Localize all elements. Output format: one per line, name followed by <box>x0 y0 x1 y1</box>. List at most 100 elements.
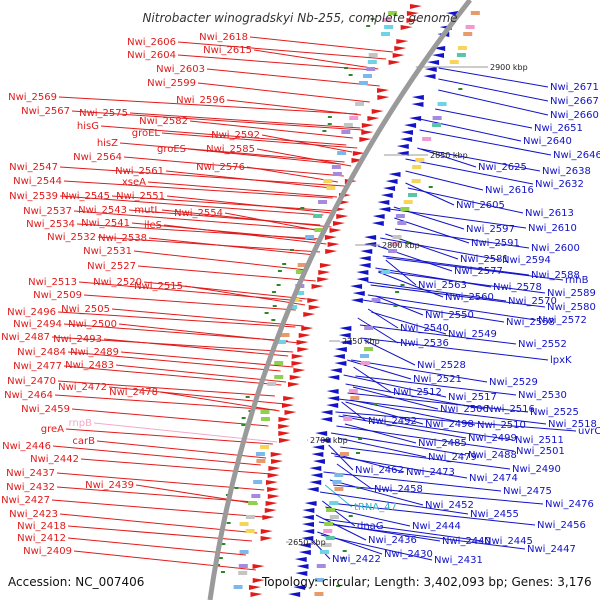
gene-label: Nwi_2671 <box>550 82 599 93</box>
gene-label: Nwi_2580 <box>547 302 596 313</box>
gene-label: xseA <box>122 177 146 188</box>
reverse-gene-arrow <box>320 417 333 422</box>
leader-line <box>119 142 345 163</box>
leader-line <box>73 210 323 231</box>
gene-label: hisZ <box>97 138 118 149</box>
leader-line <box>360 337 549 361</box>
gene-label: Nwi_2432 <box>6 482 55 493</box>
gene-label: Nwi_2445 <box>484 536 533 547</box>
leader-line <box>438 67 549 88</box>
gene-label: Nwi_2543 <box>78 205 127 216</box>
cog-block <box>400 207 410 211</box>
cog-block <box>245 529 255 533</box>
cog-block <box>267 382 277 386</box>
gene-label: Nwi_2541 <box>81 218 130 229</box>
cog-block <box>470 11 480 15</box>
reverse-gene-arrow <box>320 410 333 415</box>
forward-gene-arrow <box>371 109 384 114</box>
forward-gene-arrow <box>332 221 345 226</box>
cog-block <box>326 508 336 512</box>
gene-label: Nwi_2418 <box>17 521 66 532</box>
leader-line <box>324 484 353 508</box>
forward-gene-arrow <box>307 298 320 303</box>
cog-block <box>274 375 284 379</box>
forward-gene-arrow <box>352 151 365 156</box>
cog-block <box>390 242 400 246</box>
gene-label: Nwi_2563 <box>418 280 467 291</box>
gene-label: Nwi_2532 <box>47 232 96 243</box>
reverse-gene-arrow <box>315 431 328 436</box>
gene-label: Nwi_2558 <box>506 317 555 328</box>
cog-block <box>456 53 466 57</box>
leader-line <box>189 120 353 139</box>
cog-block <box>364 347 374 351</box>
leader-line <box>56 486 255 503</box>
leader-line <box>63 180 333 199</box>
leader-line <box>147 181 338 198</box>
gc-mark <box>322 130 327 132</box>
leader-line <box>342 414 514 441</box>
gene-label: Nwi_2534 <box>26 219 75 230</box>
forward-gene-arrow <box>318 270 331 275</box>
gene-label: Nwi_2581 <box>460 254 509 265</box>
gene-label: Nwi_2458 <box>374 484 423 495</box>
gene-label: Nwi_2638 <box>542 166 591 177</box>
forward-gene-arrow <box>361 123 374 128</box>
cog-block <box>276 340 286 344</box>
gc-mark <box>366 25 371 27</box>
gene-label: Nwi_2520 <box>93 277 142 288</box>
cog-block <box>295 270 305 274</box>
forward-gene-arrow <box>287 382 300 387</box>
gene-label: Nwi_2446 <box>2 441 51 452</box>
cog-block <box>360 361 370 365</box>
leader-line <box>329 479 424 506</box>
gene-label: Nwi_2499 <box>468 433 517 444</box>
reverse-gene-arrow <box>383 186 396 191</box>
forward-gene-arrow <box>325 249 338 254</box>
gene-label: Nwi_2473 <box>406 467 455 478</box>
gene-label: Nwi_2539 <box>9 191 58 202</box>
forward-gene-arrow <box>270 452 283 457</box>
gc-mark <box>241 417 246 419</box>
cog-block <box>248 501 258 505</box>
gene-label: Nwi_2488 <box>468 450 517 461</box>
reverse-gene-arrow <box>350 284 363 289</box>
reverse-gene-arrow <box>298 550 311 555</box>
leader-line <box>184 285 306 306</box>
gene-label: Nwi_2578 <box>493 282 542 293</box>
cog-block <box>381 270 391 274</box>
forward-gene-arrow <box>260 529 273 534</box>
reverse-gene-arrow <box>423 74 436 79</box>
reverse-gene-arrow <box>312 459 325 464</box>
cog-block <box>314 592 324 596</box>
leader-line <box>57 311 296 328</box>
leader-line <box>123 156 344 177</box>
leader-line <box>438 89 549 116</box>
gene-label: Nwi_2525 <box>530 407 579 418</box>
gene-label: Nwi_2561 <box>115 166 164 177</box>
gc-mark <box>218 557 223 559</box>
cog-block <box>314 578 324 582</box>
gene-label: Nwi_2600 <box>531 243 580 254</box>
reverse-gene-arrow <box>302 529 315 534</box>
cog-block <box>392 235 402 239</box>
gene-label: Nwi_2651 <box>534 123 583 134</box>
leader-line <box>100 125 347 146</box>
forward-gene-arrow <box>260 536 273 541</box>
reverse-gene-arrow <box>380 193 393 198</box>
gene-label: Nwi_2536 <box>400 338 449 349</box>
gene-label: Nwi_2640 <box>523 136 572 147</box>
reverse-gene-arrow <box>377 200 390 205</box>
leader-line <box>330 432 467 456</box>
cog-block <box>233 585 243 589</box>
gene-label: Nwi_2585 <box>206 144 255 155</box>
gene-label: Nwi_2442 <box>30 454 79 465</box>
leader-line <box>163 224 327 245</box>
cog-block <box>313 214 323 218</box>
reverse-gene-arrow <box>400 137 413 142</box>
leader-line <box>161 209 332 228</box>
gene-label: Nwi_2423 <box>9 509 58 520</box>
gene-label: Nwi_2494 <box>13 319 62 330</box>
leader-line <box>59 195 324 216</box>
forward-gene-arrow <box>351 158 364 163</box>
